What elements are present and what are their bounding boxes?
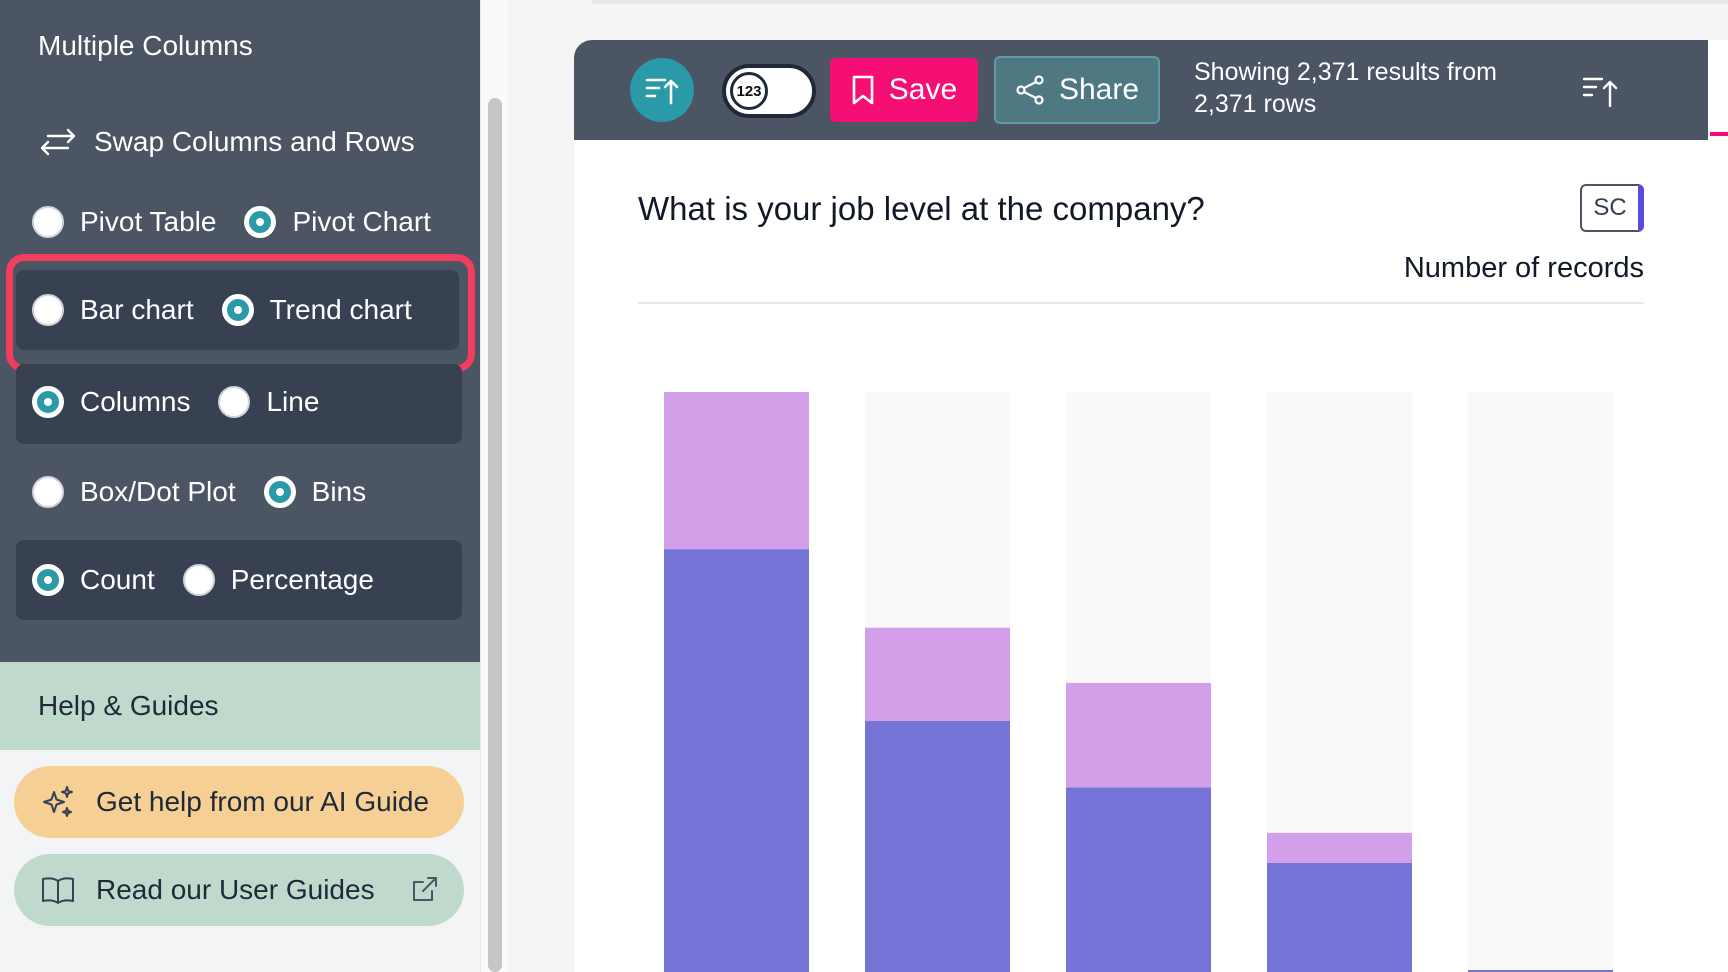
bookmark-icon [852,75,874,105]
share-icon [1016,75,1044,105]
distribution-group: Box/Dot Plot Bins [32,476,394,508]
option-label: Trend chart [269,294,412,325]
chart-mode-group: Bar chart Trend chart [32,294,440,326]
sparkle-icon [43,786,73,817]
bar-segment[interactable] [1066,787,1211,972]
measure-label: Number of records [1403,252,1644,284]
number-toggle[interactable]: 123 [722,64,816,118]
top-strip [592,0,1728,4]
bar-chart-option[interactable]: Bar chart [32,294,194,326]
radio-pivot-chart[interactable] [244,206,277,238]
radio-columns[interactable] [32,386,64,418]
sc-button[interactable]: SC [1580,184,1644,232]
table-mode-group: Pivot Table Pivot Chart [32,206,459,238]
option-label: Box/Dot Plot [80,476,236,507]
option-label: Count [80,564,155,595]
stacked-bar-chart: Entry-LevelManagerExecutive [664,392,1613,972]
share-label: Share [1058,73,1140,106]
swap-arrows-icon [40,128,76,156]
bar-segment[interactable] [664,392,809,550]
help-heading: Help & Guides [38,690,219,721]
ai-guide-button[interactable]: Get help from our AI Guide [14,766,464,838]
measure-group: Count Percentage [32,564,402,596]
option-label: Pivot Chart [292,206,431,237]
toggle-knob: 123 [730,72,768,110]
results-count-text: Showing 2,371 results from 2,371 rows [1194,58,1497,118]
trend-chart-option[interactable]: Trend chart [221,294,412,326]
bar-segment[interactable] [865,720,1010,972]
bar-segment[interactable] [1267,832,1412,863]
save-button[interactable]: Save [830,58,978,122]
radio-pivot-table[interactable] [32,206,64,238]
option-label: Bar chart [80,294,194,325]
trend-style-group: Columns Line [32,386,347,418]
sort-up-icon [645,78,679,105]
option-label: Percentage [230,564,374,595]
box-dot-plot-option[interactable]: Box/Dot Plot [32,476,236,508]
option-label: Columns [80,386,191,417]
swap-columns-rows-button[interactable]: Swap Columns and Rows [38,126,415,158]
bar-segment[interactable] [1267,862,1412,972]
right-panel-edge [1708,40,1728,972]
percentage-option[interactable]: Percentage [182,564,374,596]
chart-title: What is your job level at the company? [638,190,1205,227]
bar-background [1468,392,1613,972]
bar-segment[interactable] [1066,682,1211,788]
highlight-box [6,254,475,372]
radio-bar-chart[interactable] [32,294,64,326]
active-indicator [1710,132,1728,136]
count-option[interactable]: Count [32,564,155,596]
bins-option[interactable]: Bins [263,476,367,508]
section-title: Multiple Columns [38,30,253,61]
user-guides-label: Read our User Guides [96,874,375,905]
ai-guide-label: Get help from our AI Guide [96,786,430,817]
option-label: Bins [311,476,367,507]
radio-box-dot-plot[interactable] [32,476,64,508]
columns-option[interactable]: Columns [32,386,190,418]
share-button[interactable]: Share [994,56,1160,124]
bar-segment[interactable] [664,549,809,972]
sidebar-scrollbar[interactable] [488,98,502,972]
radio-bins[interactable] [263,476,296,508]
radio-line[interactable] [218,386,251,418]
save-label: Save [888,73,958,106]
line-option[interactable]: Line [218,386,319,418]
radio-trend-chart[interactable] [221,294,254,326]
user-guides-link[interactable]: Read our User Guides [14,854,464,926]
sort-up-icon[interactable] [1582,72,1618,108]
book-icon [42,877,74,904]
radio-count[interactable] [32,564,64,596]
sort-button[interactable] [630,58,694,122]
divider [638,302,1644,304]
bar-segment[interactable] [1468,970,1613,972]
chart-card: 123 Save Share Showing 2,371 results fro… [574,40,1708,972]
option-label: Line [266,386,320,417]
option-label: Pivot Table [80,206,217,237]
swap-label: Swap Columns and Rows [94,126,415,157]
radio-percentage[interactable] [182,564,215,596]
sidebar: Multiple Columns Swap Columns and Rows P… [0,0,480,972]
bar-segment[interactable] [865,627,1010,721]
help-heading-band: Help & Guides [0,662,480,750]
pivot-chart-option[interactable]: Pivot Chart [244,206,431,238]
measure-box [16,540,462,620]
chart-toolbar: 123 Save Share Showing 2,371 results fro… [574,40,1708,140]
external-link-icon [413,877,437,901]
pivot-table-option[interactable]: Pivot Table [32,206,216,238]
